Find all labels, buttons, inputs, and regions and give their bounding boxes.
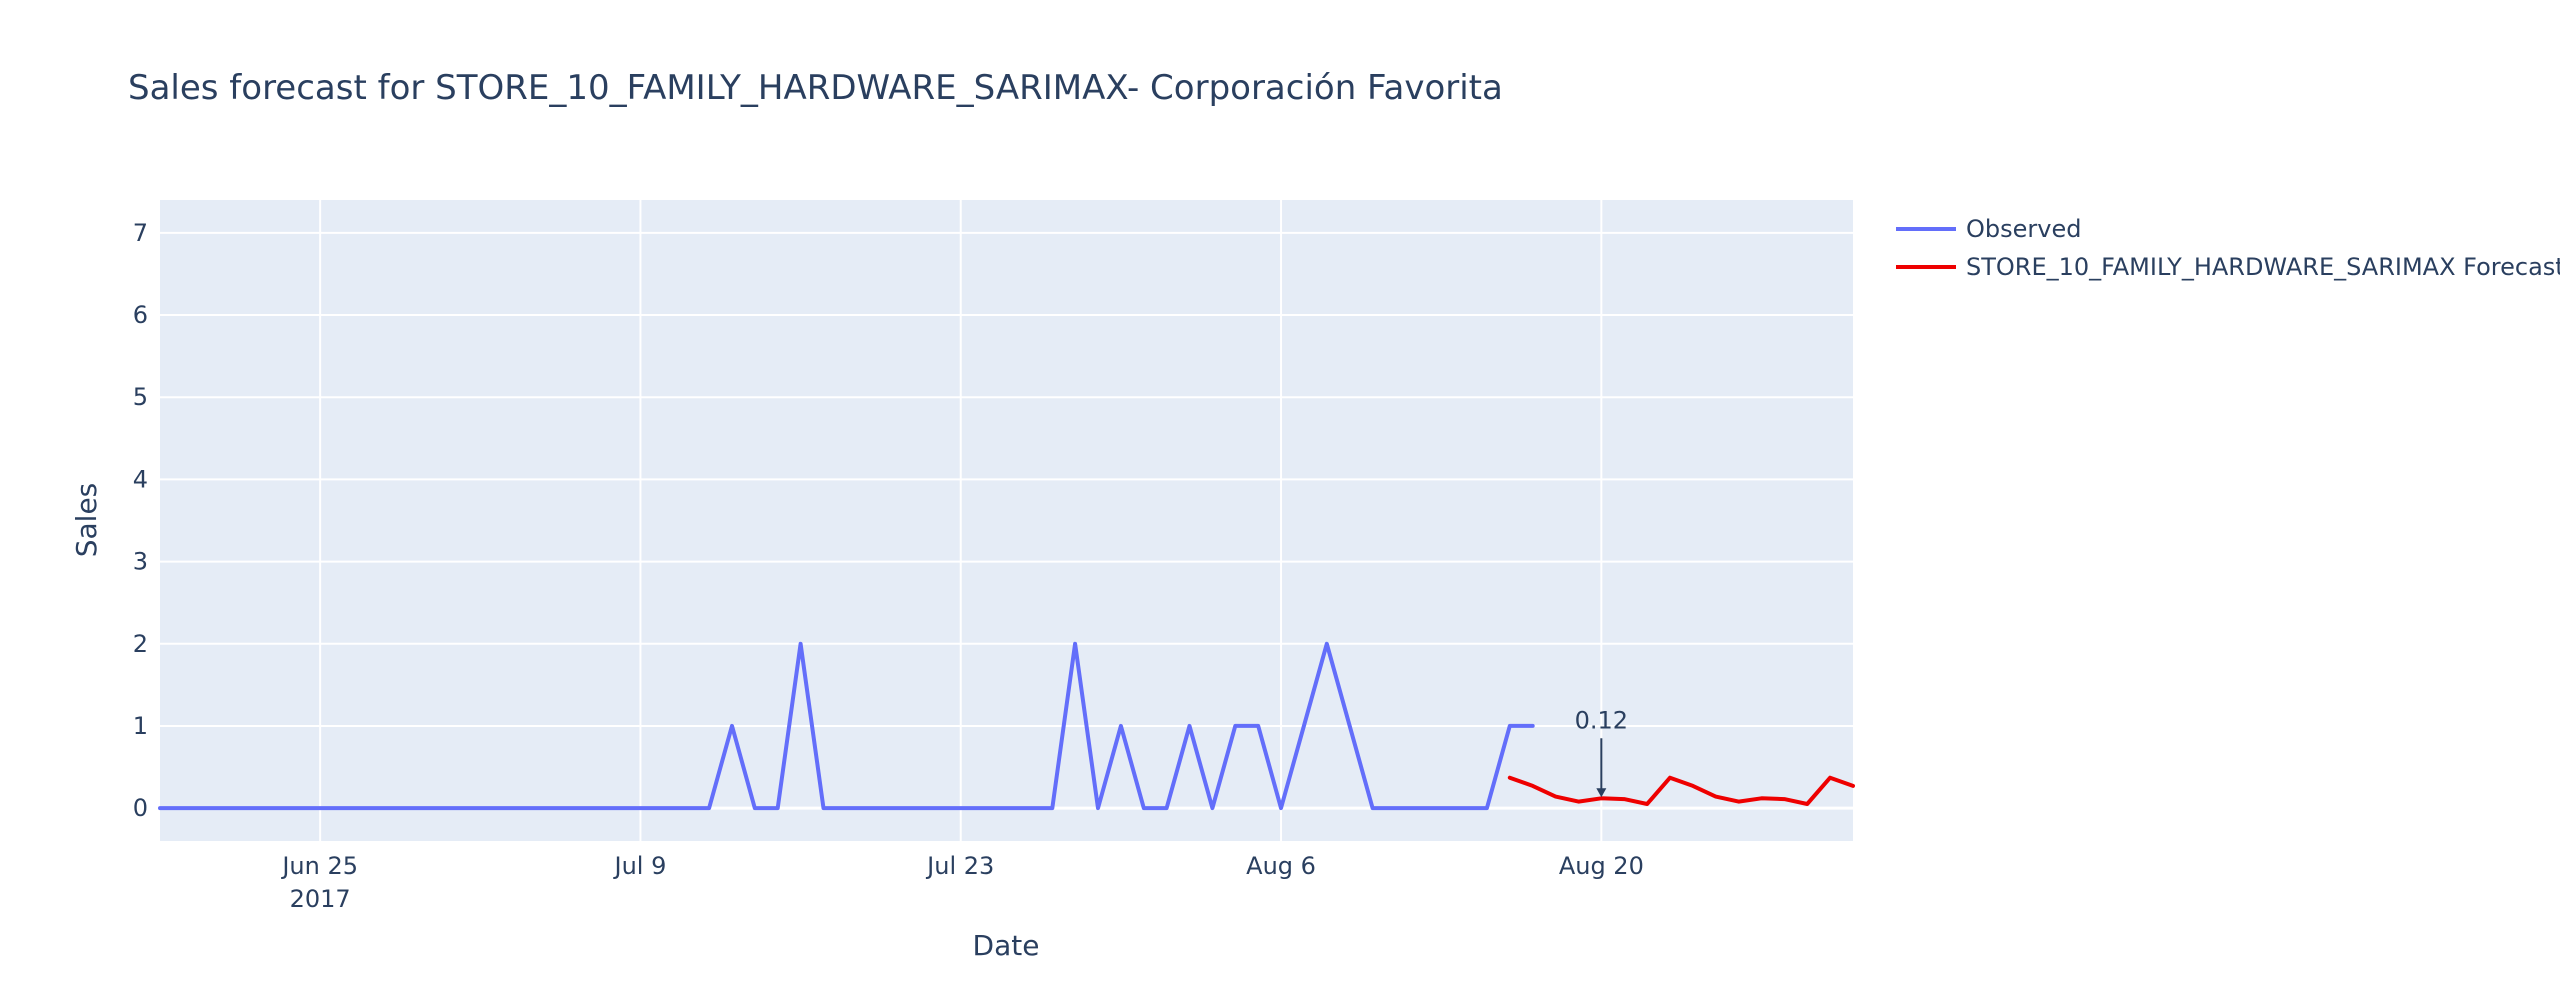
y-axis-title: Sales bbox=[70, 483, 103, 558]
grid-lines bbox=[160, 200, 1853, 841]
series-line-forecast bbox=[1507, 775, 1855, 806]
x-tick-label: Aug 20 bbox=[1559, 852, 1644, 880]
legend-item-forecast[interactable]: STORE_10_FAMILY_HARDWARE_SARIMAX Forecas… bbox=[1896, 253, 2560, 281]
x-tick-label: Jul 23 bbox=[925, 852, 994, 880]
legend-label: Observed bbox=[1966, 215, 2081, 243]
x-tick-label: Jun 25 bbox=[280, 852, 358, 880]
legend-item-observed[interactable]: Observed bbox=[1896, 215, 2081, 243]
y-tick-label: 7 bbox=[133, 219, 148, 247]
legend-label: STORE_10_FAMILY_HARDWARE_SARIMAX Forecas… bbox=[1966, 253, 2560, 281]
x-tick-label: Jul 9 bbox=[613, 852, 667, 880]
annotation-arrowhead bbox=[1596, 788, 1607, 798]
chart-title: Sales forecast for STORE_10_FAMILY_HARDW… bbox=[128, 68, 1503, 108]
x-axis-title: Date bbox=[973, 929, 1040, 962]
y-tick-label: 3 bbox=[133, 548, 148, 576]
y-tick-label: 0 bbox=[133, 794, 148, 822]
y-tick-labels: 0 1 2 3 4 5 6 7 bbox=[133, 219, 148, 822]
x-tick-label: Aug 6 bbox=[1246, 852, 1316, 880]
annotation-label: 0.12 bbox=[1575, 706, 1628, 734]
y-tick-label: 6 bbox=[133, 301, 148, 329]
series-line-observed bbox=[158, 641, 1535, 811]
y-tick-label: 2 bbox=[133, 630, 148, 658]
x-tick-sublabel: 2017 bbox=[290, 885, 351, 913]
x-tick-labels: Jun 25 2017 Jul 9 Jul 23 Aug 6 Aug 20 bbox=[280, 852, 1644, 913]
y-tick-label: 1 bbox=[133, 712, 148, 740]
series-lines bbox=[158, 641, 1855, 811]
legend[interactable]: Observed STORE_10_FAMILY_HARDWARE_SARIMAX… bbox=[1896, 215, 2560, 281]
y-tick-label: 4 bbox=[133, 465, 148, 493]
annotations: 0.12 bbox=[1575, 706, 1628, 798]
y-tick-label: 5 bbox=[133, 383, 148, 411]
plot-area bbox=[160, 200, 1853, 841]
